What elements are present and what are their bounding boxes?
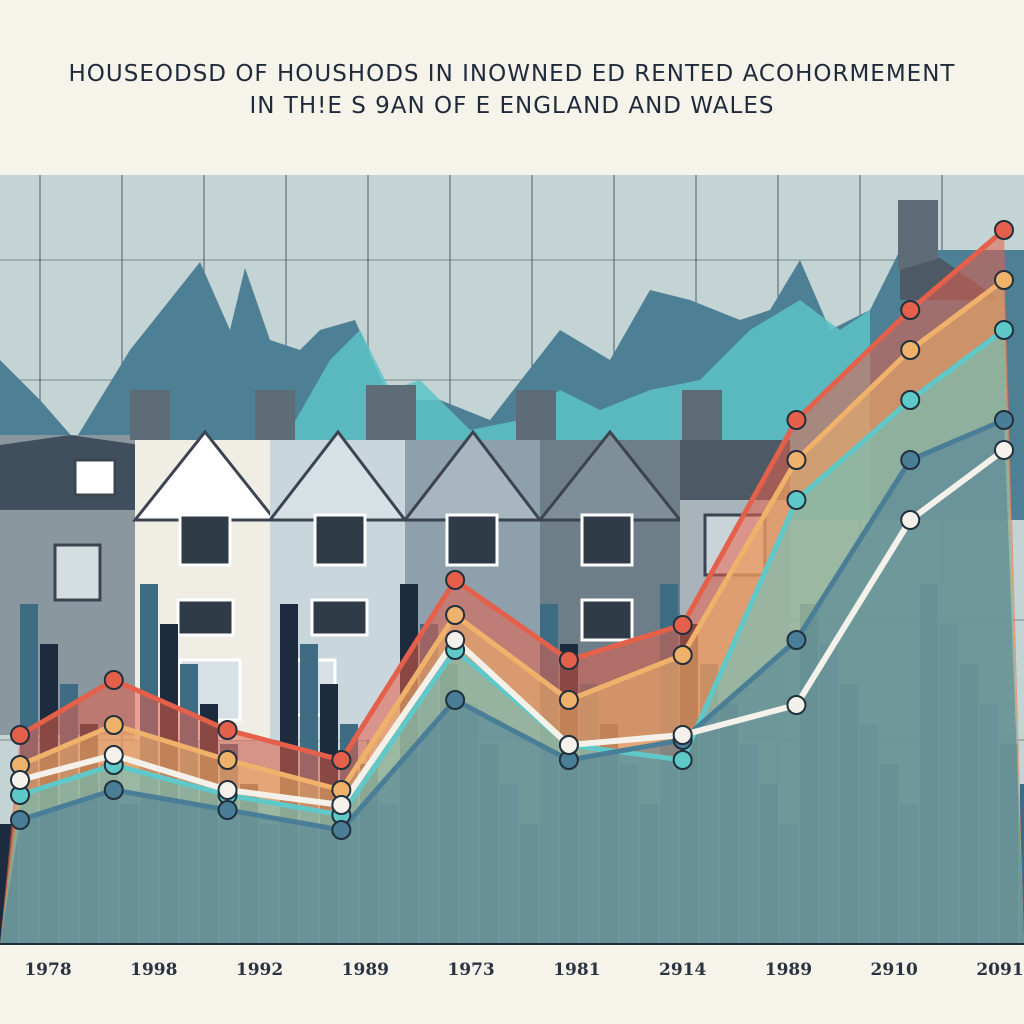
data-point [672, 750, 693, 770]
chimney-4 [516, 390, 556, 440]
dormer-window [73, 458, 117, 497]
series-line [18, 228, 1006, 763]
data-point [217, 780, 238, 800]
window [313, 513, 367, 567]
data-point [445, 690, 466, 710]
x-tick-label: 1998 [130, 960, 177, 980]
data-point [994, 410, 1014, 430]
data-point [786, 450, 807, 470]
data-point [445, 570, 466, 590]
chimney-3 [366, 385, 416, 440]
data-point [786, 695, 807, 715]
series-line [19, 277, 1006, 793]
background-bar [1020, 784, 1024, 944]
data-point [10, 725, 30, 745]
series-area [0, 420, 1024, 944]
data-point [994, 220, 1014, 240]
data-point [103, 780, 124, 800]
x-tick-label: 1978 [24, 960, 71, 980]
data-point [900, 450, 921, 470]
data-point [672, 725, 693, 745]
data-point [103, 670, 124, 690]
series-lines [18, 228, 1006, 833]
x-axis-band [0, 943, 1024, 1024]
data-point [331, 820, 352, 840]
window [580, 513, 634, 567]
chart-subtitle: IN TH!E S 9AN OF E ENGLAND AND WALES [249, 93, 775, 120]
data-point [10, 770, 30, 790]
window [445, 513, 499, 567]
chart-title-block: HOUSEODSD OF HOUSHODS IN INOWNED ED RENT… [0, 58, 1024, 122]
x-tick-label: 1981 [553, 960, 600, 980]
x-tick-label: 2091 [976, 960, 1023, 980]
x-tick-label: 1989 [342, 960, 389, 980]
chimney-1 [130, 390, 170, 440]
data-point [445, 630, 466, 650]
data-point [994, 440, 1014, 460]
chimney-6 [898, 200, 938, 270]
data-point [672, 615, 693, 635]
roof-1 [0, 435, 140, 510]
data-point [331, 750, 352, 770]
series-points [10, 220, 1014, 840]
window [176, 598, 235, 637]
data-point [786, 630, 807, 650]
data-point [331, 795, 352, 815]
window [310, 598, 369, 637]
data-point [558, 735, 579, 755]
chimney-5 [682, 390, 722, 440]
window [53, 543, 102, 602]
x-axis-ticks: 1978 1998 1992 1989 1973 1981 2914 1989 2910 2091 [24, 960, 1023, 980]
data-point [900, 340, 921, 360]
data-point [10, 810, 30, 830]
window [580, 598, 634, 642]
data-point [103, 715, 124, 735]
data-point [558, 650, 579, 670]
data-point [994, 320, 1014, 340]
data-point [217, 750, 238, 770]
window [178, 513, 232, 567]
series-line [19, 447, 1006, 808]
chimney-2 [255, 390, 295, 440]
x-tick-label: 1989 [765, 960, 812, 980]
data-point [672, 645, 693, 665]
x-tick-label: 2914 [659, 960, 706, 980]
series-line [19, 417, 1005, 833]
data-point [558, 690, 579, 710]
data-point [103, 745, 124, 765]
data-point [994, 270, 1014, 290]
data-point [900, 510, 921, 530]
data-point [786, 410, 807, 430]
chart-title: HOUSEODSD OF HOUSHODS IN INOWNED ED RENT… [68, 61, 956, 87]
x-tick-label: 2910 [871, 960, 918, 980]
data-point [786, 490, 807, 510]
data-point [900, 300, 921, 320]
data-point [445, 605, 466, 625]
data-point [900, 390, 921, 410]
data-point [217, 720, 238, 740]
data-point [217, 800, 238, 820]
x-tick-label: 1992 [236, 960, 283, 980]
series-line [19, 327, 1006, 818]
x-tick-label: 1973 [447, 960, 494, 980]
